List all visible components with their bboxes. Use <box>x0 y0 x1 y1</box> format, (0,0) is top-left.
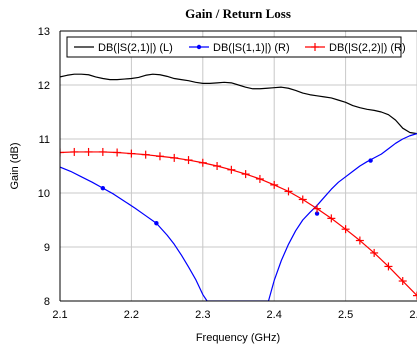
data-point-plus <box>70 147 79 156</box>
x-tick-label: 2.2 <box>124 309 139 321</box>
data-point-plus <box>355 236 364 245</box>
data-point-dot <box>154 221 159 226</box>
series-layer <box>60 73 417 301</box>
data-point-dot <box>368 158 373 163</box>
data-point-plus <box>270 180 279 189</box>
data-point-plus <box>284 187 293 196</box>
data-point-plus <box>184 156 193 165</box>
data-point-plus <box>155 152 164 161</box>
data-point-plus <box>384 262 393 271</box>
y-tick-label: 10 <box>38 188 50 200</box>
series-line-0 <box>60 73 417 135</box>
x-tick-label: 2.4 <box>267 309 282 321</box>
plot-area <box>60 31 417 301</box>
data-point-plus <box>255 174 264 183</box>
axes <box>59 30 417 302</box>
data-point-dot <box>100 185 106 191</box>
data-point-plus <box>141 150 150 159</box>
y-tick-label: 12 <box>38 80 50 92</box>
data-point-plus <box>398 277 407 286</box>
data-point-plus <box>213 162 222 170</box>
data-point-plus <box>198 158 207 167</box>
data-point-plus <box>298 195 307 204</box>
data-point-plus <box>341 225 350 234</box>
x-tick-label: 2.6 <box>409 309 417 321</box>
legend-label: DB(|S(2,1)|) (L) <box>98 42 173 54</box>
x-tick-label: 2.3 <box>195 309 210 321</box>
data-point-plus <box>313 204 322 213</box>
data-point-plus <box>413 291 417 300</box>
legend-entry: DB(|S(2,1)|) (L) <box>74 42 173 54</box>
data-point-plus <box>60 148 64 157</box>
legend-marker-dot <box>196 44 202 50</box>
data-point-plus <box>84 147 93 156</box>
y-tick-label: 11 <box>39 134 50 146</box>
data-point-plus <box>227 165 236 174</box>
data-point-plus <box>113 148 122 157</box>
y-tick-label: 9 <box>44 242 50 254</box>
legend-box <box>66 36 402 58</box>
x-tick-label: 2.5 <box>338 309 353 321</box>
data-point-dot <box>314 211 320 216</box>
legend-entry: DB(|S(1,1)|) (R) <box>189 42 290 54</box>
data-point-plus <box>370 248 379 257</box>
legend: DB(|S(2,1)|) (L) DB(|S(1,1)|) (R) DB(|S(2,… <box>66 36 406 58</box>
data-point-plus <box>170 153 179 162</box>
data-point-plus <box>127 149 136 158</box>
data-point-plus <box>98 147 107 156</box>
data-point-plus <box>241 170 250 179</box>
x-axis-label: Frequency (GHz) <box>196 332 280 344</box>
y-tick-label: 13 <box>38 26 50 38</box>
legend-marker-plus <box>311 43 319 51</box>
legend-label: DB(|S(2,2)|) (R) <box>329 42 406 54</box>
chart-title: Gain / Return Loss <box>185 6 291 21</box>
y-axis-label: Gain (dB) <box>9 142 21 189</box>
data-point-plus <box>327 214 336 223</box>
tick-labels: 2.1 2.2 2.3 2.4 2.5 2.6 8 9 10 11 12 13 <box>38 26 417 321</box>
legend-label: DB(|S(1,1)|) (R) <box>213 42 290 54</box>
legend-entry: DB(|S(2,2)|) (R) <box>305 42 406 54</box>
y-tick-label: 8 <box>44 296 50 308</box>
x-tick-label: 2.1 <box>52 309 67 321</box>
